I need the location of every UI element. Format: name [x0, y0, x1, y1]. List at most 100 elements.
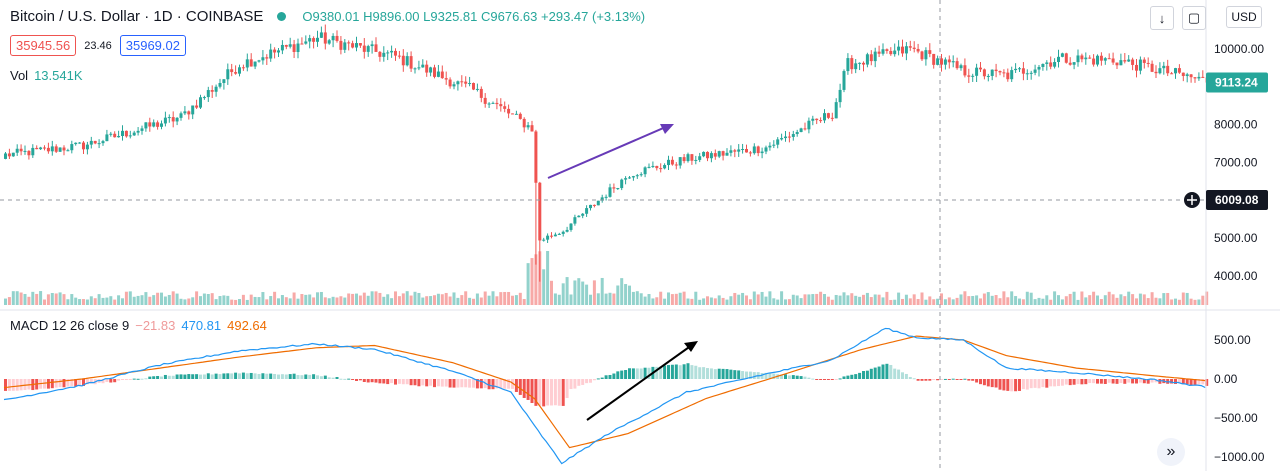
- macd-histogram-bar: [312, 374, 316, 379]
- candle-body: [643, 167, 647, 175]
- macd-legend[interactable]: MACD 12 26 close 9 −21.83 470.81 492.64: [10, 318, 267, 333]
- volume-bar: [639, 293, 643, 305]
- candle-body: [542, 239, 546, 241]
- candle-body: [674, 164, 678, 166]
- download-icon[interactable]: ↓: [1150, 6, 1174, 30]
- candle-body: [148, 122, 152, 127]
- macd-histogram-bar: [791, 375, 795, 379]
- macd-histogram-bar: [175, 374, 179, 379]
- trend-arrow-macd-head: [684, 341, 698, 352]
- macd-histogram-bar: [405, 379, 409, 385]
- volume-bar: [1010, 291, 1014, 305]
- volume-bar: [7, 297, 11, 305]
- symbol-title[interactable]: Bitcoin / U.S. Dollar · 1D · COINBASE: [10, 7, 264, 25]
- macd-histogram-bar: [733, 370, 737, 379]
- volume-bar: [70, 294, 74, 305]
- candle-body: [140, 128, 144, 131]
- candle-body: [522, 118, 526, 128]
- candle-body: [261, 57, 265, 61]
- candle-body: [339, 40, 343, 50]
- volume-bar: [803, 294, 807, 305]
- macd-histogram-bar: [947, 379, 951, 380]
- candle-body: [183, 111, 187, 114]
- macd-histogram-bar: [596, 378, 600, 380]
- macd-histogram-bar: [784, 374, 787, 379]
- volume-bar: [928, 296, 932, 305]
- macd-histogram-bar: [904, 373, 908, 379]
- volume-bar: [908, 298, 912, 305]
- volume-bar: [230, 299, 234, 305]
- fullscreen-icon[interactable]: ▢: [1182, 6, 1206, 30]
- macd-histogram-bar: [787, 375, 791, 379]
- volume-bar: [1099, 299, 1103, 305]
- macd-histogram-bar: [604, 375, 608, 379]
- candle-body: [803, 128, 807, 130]
- volume-bar: [97, 294, 101, 305]
- volume-bar: [651, 298, 655, 305]
- candle-body: [319, 32, 323, 38]
- trend-arrow-macd: [586, 344, 693, 421]
- scroll-right-icon[interactable]: »: [1157, 438, 1185, 466]
- candle-body: [1142, 59, 1146, 63]
- candle-body: [234, 72, 238, 74]
- volume-bar: [374, 291, 378, 305]
- volume-bar: [706, 296, 709, 305]
- candle-body: [698, 156, 702, 160]
- macd-histogram-bar: [667, 365, 670, 379]
- macd-histogram-bar: [171, 375, 175, 379]
- macd-histogram-bar: [674, 364, 678, 379]
- macd-histogram-bar: [163, 374, 167, 379]
- macd-histogram-bar: [826, 379, 830, 380]
- volume-bar: [1025, 291, 1029, 305]
- volume-bar: [156, 292, 160, 305]
- candle-body: [756, 146, 760, 154]
- candle-body: [43, 147, 46, 149]
- candle-body: [986, 75, 990, 77]
- macd-histogram-bar: [1138, 379, 1142, 383]
- volume-bar: [667, 292, 670, 305]
- sell-price-button[interactable]: 35945.56: [10, 35, 77, 56]
- candle-body: [70, 144, 74, 151]
- volume-bar: [35, 293, 39, 305]
- candle-body: [733, 150, 737, 152]
- volume-bar: [686, 298, 690, 305]
- macd-histogram-bar: [635, 368, 639, 379]
- candle-body: [514, 113, 518, 115]
- candle-body: [678, 157, 682, 166]
- macd-histogram-bar: [472, 379, 475, 388]
- volume-bar: [304, 294, 308, 305]
- volume-bar: [784, 299, 787, 305]
- buy-price-button[interactable]: 35969.02: [119, 35, 186, 56]
- volume-bar: [943, 299, 947, 305]
- candle-body: [682, 157, 686, 162]
- volume-bar: [1150, 292, 1154, 305]
- macd-histogram-bar: [858, 372, 862, 379]
- candle-body: [998, 71, 1002, 73]
- volume-legend[interactable]: Vol 13.541K: [10, 68, 83, 83]
- candle-body: [11, 152, 15, 157]
- candle-body: [31, 147, 35, 156]
- candle-body: [881, 49, 885, 54]
- volume-bar: [830, 299, 834, 305]
- macd-histogram-bar: [881, 364, 885, 379]
- candle-body: [230, 69, 234, 73]
- candle-body: [97, 143, 101, 145]
- candle-body: [378, 51, 382, 57]
- macd-histogram-bar: [421, 379, 425, 386]
- macd-histogram-bar: [1103, 379, 1107, 384]
- macd-histogram-bar: [85, 379, 89, 385]
- volume-bar: [448, 296, 452, 305]
- volume-bar: [491, 291, 495, 305]
- macd-histogram-bar: [772, 373, 776, 379]
- volume-bar: [1037, 297, 1041, 305]
- volume-bar: [1197, 299, 1201, 305]
- volume-bar: [238, 299, 241, 305]
- volume-bar: [585, 284, 589, 305]
- volume-bar: [475, 293, 479, 305]
- macd-histogram-bar: [245, 373, 249, 379]
- currency-button[interactable]: USD: [1226, 6, 1262, 28]
- volume-bar: [1053, 291, 1057, 305]
- volume-bar: [43, 299, 46, 305]
- macd-histogram-bar: [1057, 379, 1060, 387]
